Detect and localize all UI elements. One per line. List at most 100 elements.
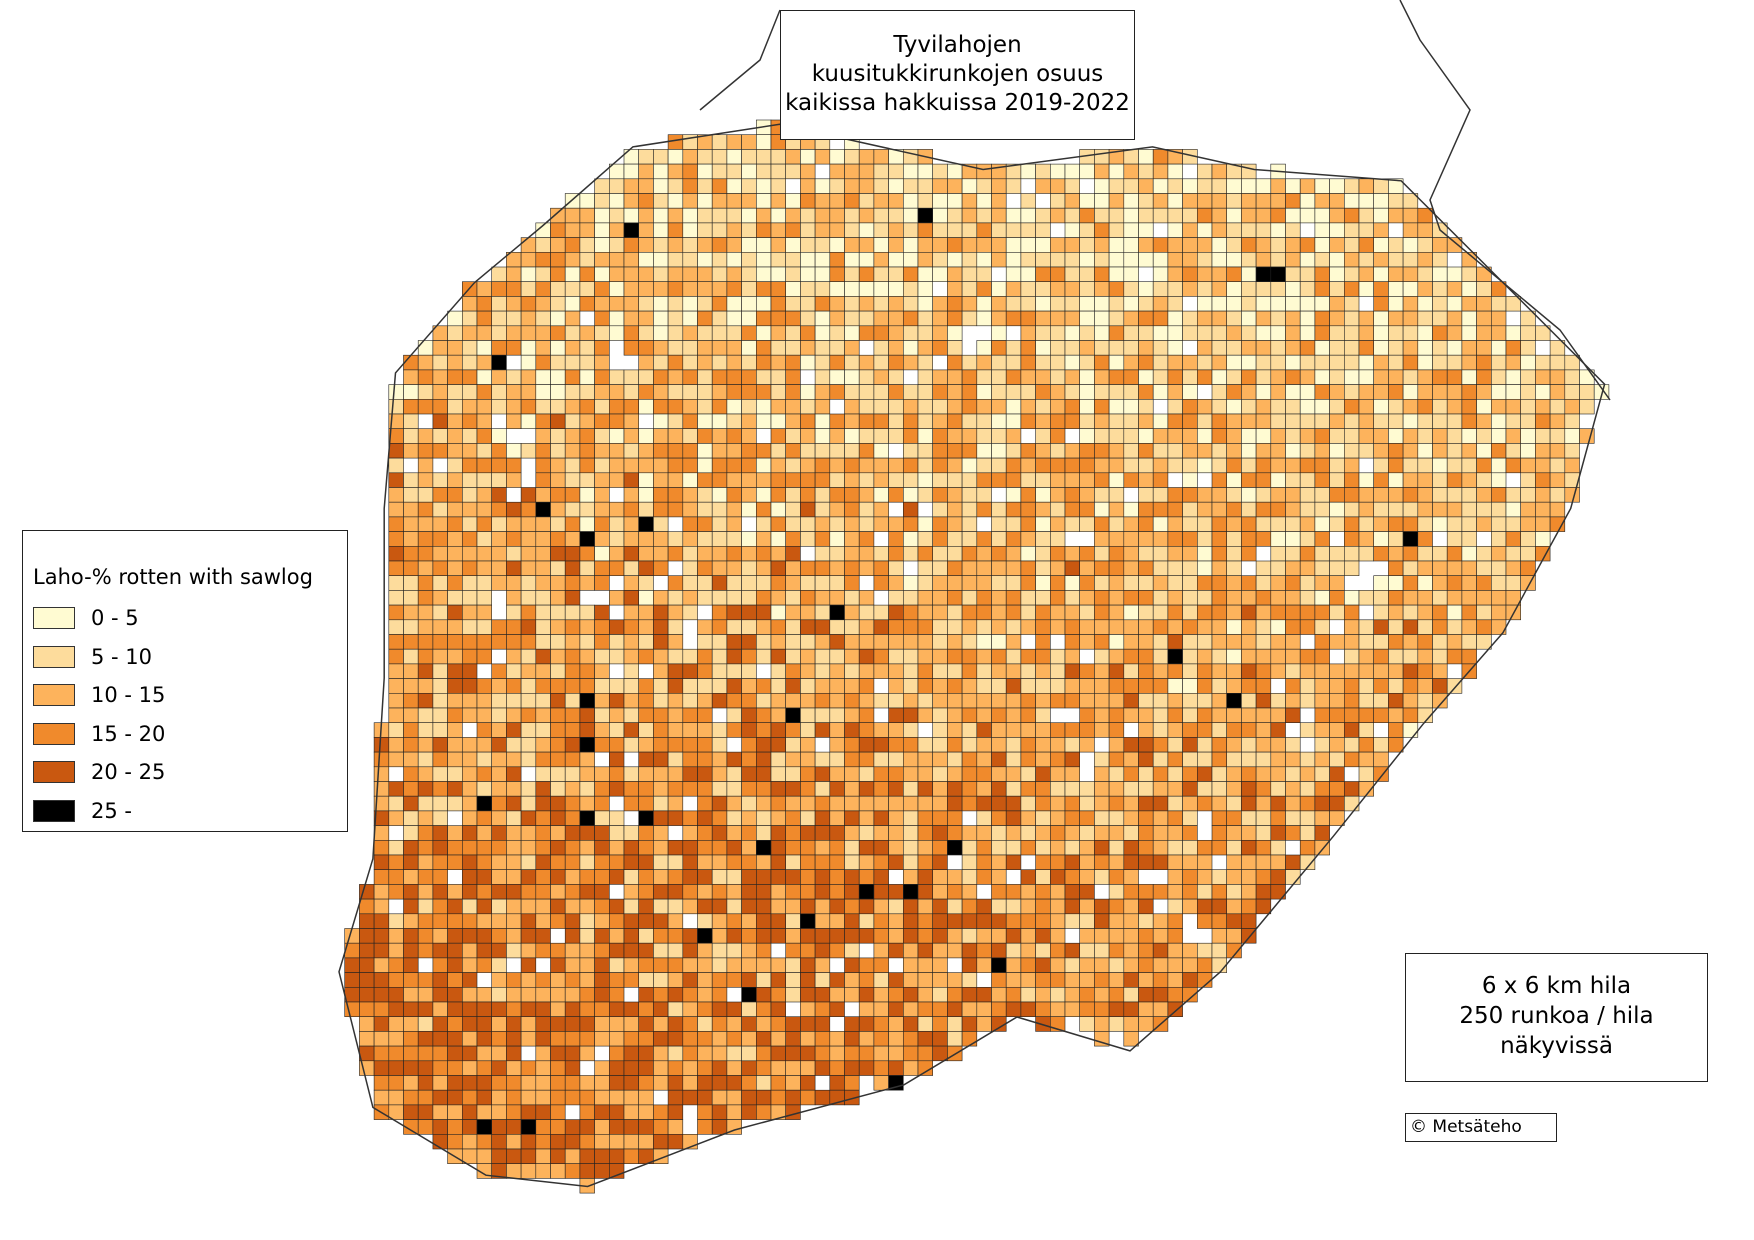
grid-cell [741, 1075, 757, 1091]
grid-cell [1094, 281, 1110, 297]
grid-cell [1182, 516, 1198, 532]
grid-cell [873, 854, 889, 870]
grid-cell [755, 913, 772, 929]
grid-cell [520, 384, 537, 400]
grid-cell [1329, 398, 1345, 415]
grid-cell [873, 1060, 889, 1076]
legend-swatch [33, 645, 75, 668]
grid-cell [755, 296, 772, 312]
grid-cell [755, 781, 772, 797]
grid-cell [1461, 619, 1477, 635]
grid-cell [1476, 457, 1492, 474]
grid-cell [535, 457, 551, 474]
grid-cell [726, 898, 742, 915]
grid-cell [814, 193, 831, 209]
grid-cell [917, 516, 933, 532]
grid-cell [638, 604, 654, 621]
grid-cell [653, 604, 669, 621]
grid-cell [1241, 384, 1257, 400]
grid-cell [417, 1031, 434, 1047]
grid-cell [873, 986, 889, 1003]
grid-cell [976, 913, 992, 929]
grid-cell [1182, 839, 1198, 856]
grid-cell [1123, 237, 1139, 253]
grid-cell [741, 590, 757, 606]
grid-cell [638, 1134, 654, 1150]
grid-cell [1226, 942, 1242, 959]
grid-cell [991, 531, 1007, 547]
grid-cell [1417, 398, 1433, 415]
grid-cell [491, 781, 507, 797]
grid-cell [961, 457, 978, 474]
grid-cell [608, 722, 625, 738]
grid-cell [623, 545, 639, 562]
grid-cell [491, 619, 507, 635]
grid-cell [844, 795, 860, 812]
grid-cell [1373, 266, 1389, 282]
grid-cell [550, 707, 566, 723]
grid-cell [491, 575, 507, 591]
grid-cell [608, 428, 625, 444]
grid-cell [447, 1075, 463, 1091]
grid-cell [814, 898, 831, 915]
grid-cell [785, 560, 801, 576]
grid-cell [594, 648, 610, 665]
grid-cell [403, 854, 419, 870]
grid-cell [1299, 619, 1316, 635]
grid-cell [991, 678, 1007, 694]
grid-cell [403, 928, 419, 944]
grid-cell [1241, 722, 1257, 738]
grid-cell [991, 604, 1007, 621]
grid-cell [917, 252, 933, 268]
grid-cell [858, 898, 875, 915]
grid-cell [476, 604, 492, 621]
grid-cell [888, 825, 904, 841]
grid-cell [917, 1031, 933, 1047]
grid-cell [1035, 884, 1051, 900]
grid-cell [1050, 516, 1066, 532]
grid-cell [1446, 545, 1463, 562]
grid-cell [1064, 825, 1080, 841]
grid-cell [506, 545, 522, 562]
grid-cell [506, 781, 522, 797]
grid-cell [461, 296, 478, 312]
grid-cell [947, 825, 963, 841]
grid-cell [858, 795, 875, 812]
grid-cell [741, 942, 757, 959]
grid-cell [1417, 252, 1433, 268]
grid-cell [491, 1060, 507, 1076]
grid-cell [976, 501, 992, 518]
grid-cell [1461, 604, 1477, 621]
grid-cell [1299, 560, 1316, 576]
grid-cell [667, 487, 684, 503]
grid-cell [608, 252, 625, 268]
grid-cell [1152, 457, 1169, 474]
grid-cell [550, 972, 566, 988]
grid-cell [1417, 325, 1433, 341]
grid-cell [682, 604, 698, 621]
grid-cell [1505, 340, 1521, 356]
grid-cell [608, 913, 625, 929]
grid-cell [1344, 634, 1360, 650]
grid-cell [682, 222, 698, 238]
grid-cell [1123, 281, 1139, 297]
grid-cell [1241, 237, 1257, 253]
grid-cell [785, 398, 801, 415]
grid-cell [697, 663, 713, 679]
grid-cell [1358, 707, 1374, 723]
grid-cell [1211, 428, 1227, 444]
grid-cell [1358, 590, 1374, 606]
grid-cell [594, 443, 610, 459]
grid-cell [888, 1001, 904, 1017]
grid-cell [682, 178, 698, 194]
grid-cell [1476, 413, 1492, 429]
grid-cell [902, 487, 919, 503]
grid-cell [873, 501, 889, 518]
grid-cell [888, 266, 904, 282]
grid-cell [1299, 825, 1316, 841]
grid-cell [461, 810, 478, 826]
grid-cell [697, 1001, 713, 1017]
grid-cell [829, 310, 845, 327]
grid-cell [1197, 207, 1213, 224]
grid-cell [550, 457, 566, 474]
